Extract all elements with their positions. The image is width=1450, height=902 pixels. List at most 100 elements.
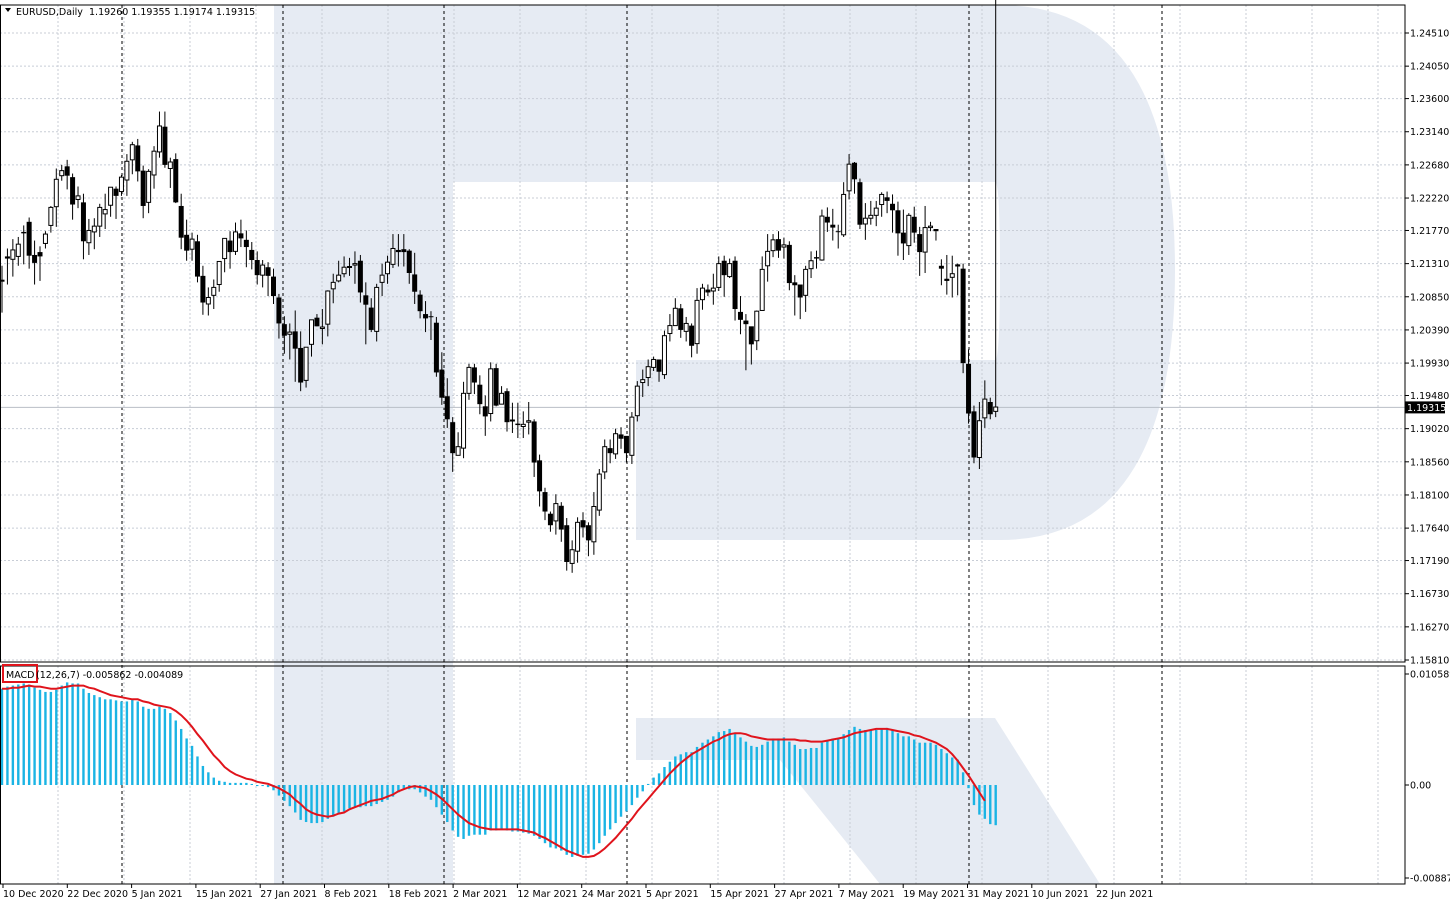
histogram-bar[interactable] bbox=[875, 729, 878, 785]
histogram-bar[interactable] bbox=[880, 728, 883, 785]
histogram-bar[interactable] bbox=[451, 785, 454, 831]
candle[interactable] bbox=[814, 250, 819, 269]
histogram-bar[interactable] bbox=[549, 785, 552, 848]
candle[interactable] bbox=[504, 388, 510, 432]
candle[interactable] bbox=[401, 234, 407, 267]
candle[interactable] bbox=[781, 237, 787, 259]
candle[interactable] bbox=[602, 439, 608, 480]
candle[interactable] bbox=[509, 402, 515, 433]
histogram-bar[interactable] bbox=[418, 785, 422, 793]
histogram-bar[interactable] bbox=[266, 785, 270, 788]
candle[interactable] bbox=[347, 257, 353, 276]
histogram-bar[interactable] bbox=[652, 777, 655, 785]
histogram-bar[interactable] bbox=[581, 785, 585, 855]
histogram-bar[interactable] bbox=[695, 746, 699, 785]
candle[interactable] bbox=[515, 402, 521, 439]
histogram-bar[interactable] bbox=[109, 699, 112, 785]
histogram-bar[interactable] bbox=[114, 700, 118, 785]
histogram-bar[interactable] bbox=[994, 785, 997, 826]
histogram-bar[interactable] bbox=[353, 785, 357, 808]
histogram-bar[interactable] bbox=[826, 740, 829, 785]
candle[interactable] bbox=[748, 326, 754, 365]
candle[interactable] bbox=[200, 265, 206, 315]
histogram-bar[interactable] bbox=[342, 785, 346, 812]
candle[interactable] bbox=[53, 168, 59, 227]
histogram-bar[interactable] bbox=[978, 785, 981, 815]
candle[interactable] bbox=[118, 174, 124, 196]
histogram-bar[interactable] bbox=[945, 753, 949, 785]
candle[interactable] bbox=[330, 273, 336, 304]
candle[interactable] bbox=[634, 381, 640, 422]
histogram-bar[interactable] bbox=[619, 785, 623, 817]
histogram-bar[interactable] bbox=[49, 691, 53, 785]
candle[interactable] bbox=[835, 224, 841, 249]
candle[interactable] bbox=[890, 194, 896, 233]
histogram-bar[interactable] bbox=[750, 745, 753, 785]
candle[interactable] bbox=[461, 381, 467, 459]
histogram-bar[interactable] bbox=[679, 754, 682, 785]
histogram-bar[interactable] bbox=[478, 785, 482, 835]
signal-line[interactable] bbox=[2, 684, 986, 858]
histogram-bar[interactable] bbox=[136, 701, 139, 785]
histogram-bar[interactable] bbox=[598, 785, 601, 844]
candle[interactable] bbox=[982, 380, 988, 428]
histogram-bar[interactable] bbox=[929, 742, 932, 785]
candle[interactable] bbox=[618, 427, 624, 449]
histogram-bar[interactable] bbox=[494, 785, 498, 831]
candle[interactable] bbox=[558, 502, 564, 542]
histogram-bar[interactable] bbox=[103, 699, 107, 785]
histogram-bar[interactable] bbox=[38, 689, 42, 785]
histogram-bar[interactable] bbox=[820, 742, 824, 785]
histogram-bar[interactable] bbox=[60, 685, 63, 785]
histogram-bar[interactable] bbox=[858, 728, 862, 785]
candle[interactable] bbox=[140, 165, 146, 219]
histogram-bar[interactable] bbox=[218, 780, 221, 785]
histogram-bar[interactable] bbox=[522, 785, 525, 833]
candle[interactable] bbox=[938, 259, 944, 286]
candle[interactable] bbox=[520, 411, 526, 439]
candle[interactable] bbox=[683, 316, 689, 342]
histogram-bar[interactable] bbox=[972, 785, 976, 806]
histogram-bar[interactable] bbox=[147, 708, 150, 785]
histogram-bar[interactable] bbox=[766, 741, 769, 785]
candle[interactable] bbox=[433, 316, 439, 377]
candle[interactable] bbox=[976, 401, 982, 470]
histogram-bar[interactable] bbox=[489, 785, 492, 831]
candle[interactable] bbox=[406, 249, 412, 284]
histogram-bar[interactable] bbox=[755, 746, 758, 785]
candle[interactable] bbox=[129, 141, 135, 175]
histogram-bar[interactable] bbox=[587, 785, 590, 854]
candle[interactable] bbox=[412, 252, 418, 304]
histogram-bar[interactable] bbox=[603, 785, 606, 836]
candle[interactable] bbox=[537, 454, 543, 507]
histogram-bar[interactable] bbox=[560, 785, 563, 851]
histogram-bar[interactable] bbox=[277, 785, 281, 796]
candle[interactable] bbox=[113, 186, 119, 219]
histogram-bar[interactable] bbox=[0, 688, 4, 785]
histogram-bar[interactable] bbox=[212, 777, 215, 785]
histogram-bar[interactable] bbox=[467, 785, 471, 836]
macd-histogram-series[interactable] bbox=[0, 682, 997, 857]
histogram-bar[interactable] bbox=[869, 729, 872, 785]
candle[interactable] bbox=[732, 256, 738, 321]
time-axis[interactable]: 10 Dec 2020 22 Dec 2020 5 Jan 2021 15 Jan 2… bbox=[2, 884, 1153, 900]
histogram-bar[interactable] bbox=[131, 699, 134, 785]
candle[interactable] bbox=[4, 248, 10, 285]
histogram-bar[interactable] bbox=[934, 744, 938, 785]
candle[interactable] bbox=[705, 284, 711, 297]
histogram-bar[interactable] bbox=[625, 785, 628, 812]
candle[interactable] bbox=[471, 363, 477, 395]
candle[interactable] bbox=[466, 363, 472, 400]
candle[interactable] bbox=[281, 316, 287, 354]
histogram-bar[interactable] bbox=[733, 733, 737, 785]
histogram-bar[interactable] bbox=[793, 744, 796, 785]
candle[interactable] bbox=[80, 193, 86, 260]
histogram-bar[interactable] bbox=[386, 785, 389, 800]
candle[interactable] bbox=[852, 162, 858, 194]
candle[interactable] bbox=[629, 412, 635, 464]
candle[interactable] bbox=[260, 260, 266, 288]
candle[interactable] bbox=[292, 310, 298, 382]
candle[interactable] bbox=[911, 206, 917, 243]
histogram-bar[interactable] bbox=[684, 752, 688, 785]
